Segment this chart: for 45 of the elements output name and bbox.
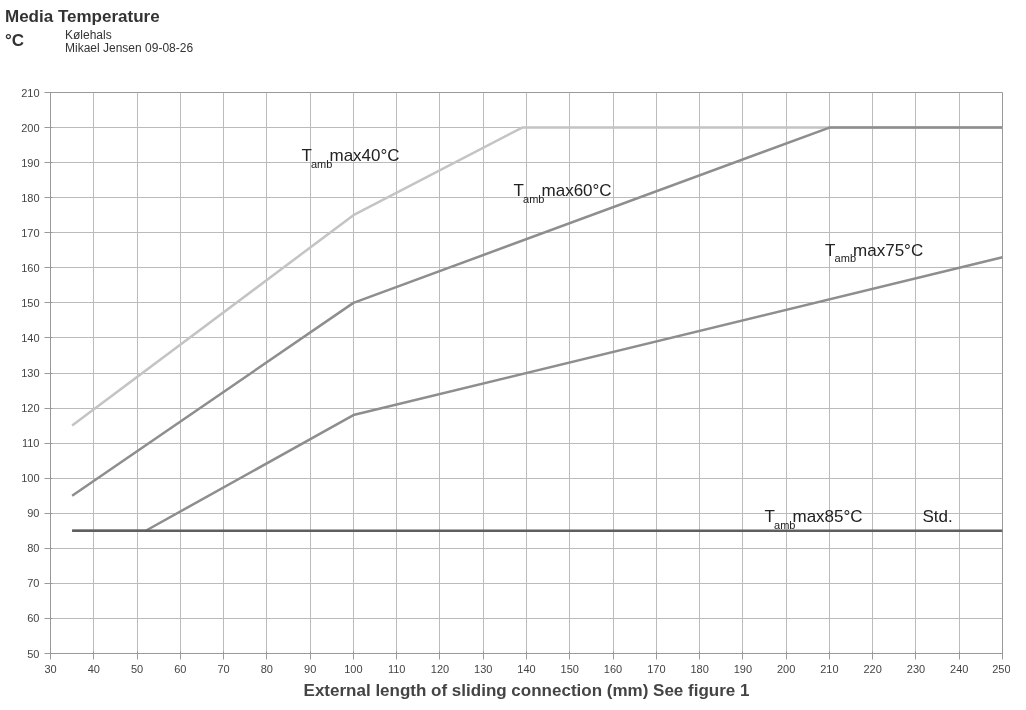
x-tick-label: 240 [950,662,969,675]
x-tick-label: 190 [733,662,753,675]
chart-title: Media Temperature [5,6,161,28]
x-tick-label: 150 [560,662,579,675]
x-tick-label: 160 [603,662,623,675]
x-tick-label: 130 [474,662,493,675]
y-tick-label: 200 [21,121,40,134]
x-tick-label: 140 [517,662,536,675]
y-tick-label: 110 [21,437,40,450]
x-tick-label: 90 [304,662,317,675]
y-tick-label: 120 [21,402,40,415]
annotation: Std. [922,507,953,527]
x-tick-label: 210 [820,662,839,675]
x-tick-label: 120 [430,662,450,675]
x-tick-label: 80 [260,662,273,675]
x-tick-label: 100 [344,662,363,675]
y-tick-label: 170 [21,226,40,239]
y-tick-label: 80 [27,542,40,555]
x-axis-title: External length of sliding connection (mm) See figure 1 [303,680,750,700]
x-tick-label: 180 [690,662,709,675]
x-tick-label: 170 [647,662,666,675]
y-tick-label: 150 [21,296,40,309]
x-tick-label: 230 [906,662,926,675]
x-tick-label: 110 [387,662,406,675]
x-tick-label: 250 [992,662,1011,675]
x-tick-label: 50 [130,662,144,675]
y-tick-label: 70 [27,577,40,590]
x-tick-label: 220 [863,662,882,675]
x-tick-label: 200 [776,662,796,675]
y-tick-label: 160 [21,261,40,274]
x-tick-label: 60 [174,662,187,675]
chart-subtitle: Kølehals Mikael Jensen 09-08-26 [65,28,194,56]
y-tick-label: 130 [21,367,40,379]
x-tick-label: 40 [87,662,100,675]
y-tick-label: 50 [27,647,40,660]
y-tick-label: 190 [21,156,40,169]
y-tick-label: 210 [21,86,40,99]
y-tick-label: 90 [27,507,40,520]
y-tick-label: 100 [21,472,40,485]
y-tick-label: 60 [27,612,40,625]
y-tick-label: 140 [21,331,40,344]
y-axis-title: °C [5,30,26,53]
x-tick-label: 70 [217,662,230,675]
y-tick-label: 180 [21,191,40,204]
x-tick-label: 30 [44,662,57,675]
